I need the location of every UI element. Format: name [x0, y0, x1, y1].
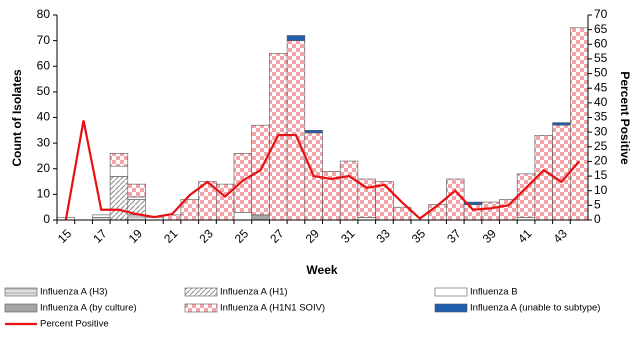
y-tick-label: 50 — [37, 84, 51, 98]
y2-tick-label: 35 — [594, 110, 608, 124]
y-tick-label: 0 — [43, 212, 50, 226]
x-tick-label: 39 — [480, 226, 500, 246]
legend-label: Influenza B — [470, 287, 518, 298]
x-tick-label: 41 — [515, 226, 535, 246]
bar-segment — [499, 199, 518, 221]
y-tick-label: 30 — [37, 135, 51, 149]
legend-swatch — [184, 303, 218, 313]
x-tick-label: 31 — [338, 226, 358, 246]
line — [64, 120, 580, 221]
bar-segment — [463, 201, 483, 205]
bar-segment — [375, 181, 394, 221]
bar-segment — [92, 214, 111, 218]
legend-swatch — [434, 287, 468, 297]
y-tick-label: 80 — [37, 7, 51, 21]
legend-swatch — [4, 303, 38, 313]
bar-segment — [304, 130, 323, 134]
legend-label: Influenza A (H1N1 SOIV) — [220, 303, 325, 314]
x-tick-label: 21 — [161, 226, 181, 246]
y-tick-label: 70 — [37, 33, 51, 47]
x-tick-label: 35 — [409, 226, 429, 246]
y-tick-label: 40 — [37, 110, 51, 124]
bar-segment — [481, 201, 500, 221]
x-tick-label: 33 — [373, 226, 393, 246]
y2-tick-label: 60 — [594, 36, 608, 50]
x-tick-label: 19 — [126, 226, 146, 246]
x-tick-label: 43 — [550, 226, 570, 246]
y2-tick-label: 55 — [594, 51, 608, 65]
legend-label: Percent Positive — [40, 319, 109, 330]
bar-segment — [127, 183, 146, 198]
x-tick-label: 27 — [267, 226, 287, 246]
y2-tick-label: 15 — [594, 168, 608, 182]
bar-segment — [233, 153, 253, 213]
y2-tick-label: 65 — [594, 22, 608, 36]
bar-segment — [339, 160, 359, 221]
y2-tick-label: 30 — [594, 124, 608, 138]
x-tick-label: 15 — [55, 226, 75, 246]
y2-tick-label: 40 — [594, 95, 608, 109]
bar-segment — [286, 35, 306, 41]
x-axis-title: Week — [306, 263, 337, 277]
bar-segment — [251, 214, 270, 221]
bar-segment — [552, 122, 571, 126]
x-tick-label: 17 — [90, 226, 110, 246]
bar-segment — [233, 212, 253, 221]
y2-tick-label: 45 — [594, 80, 608, 94]
legend-label: Influenza A (H1) — [220, 287, 288, 298]
y-axis-title: Count of Isolates — [10, 69, 24, 167]
bar-segment — [286, 40, 306, 221]
x-tick-label: 23 — [196, 226, 216, 246]
y2-tick-label: 0 — [594, 212, 601, 226]
y2-axis-title: Percent Positive — [618, 71, 632, 165]
legend-label: Influenza A (by culture) — [40, 303, 137, 314]
y-tick-label: 10 — [37, 187, 51, 201]
bar-segment — [109, 165, 129, 177]
y2-tick-label: 50 — [594, 66, 608, 80]
y-tick-label: 20 — [37, 161, 51, 175]
bar-segment — [127, 196, 146, 200]
y-tick-label: 60 — [37, 58, 51, 72]
bar-segment — [446, 178, 465, 221]
y2-tick-label: 20 — [594, 154, 608, 168]
legend-swatch — [4, 287, 38, 297]
legend-swatch — [434, 303, 468, 313]
y2-tick-label: 70 — [594, 7, 608, 21]
y2-tick-label: 5 — [594, 198, 601, 212]
x-tick-label: 37 — [444, 226, 464, 246]
legend-swatch — [184, 287, 218, 297]
legend-label: Influenza A (unable to subtype) — [470, 303, 600, 314]
x-tick-label: 25 — [232, 226, 252, 246]
bar-segment — [552, 124, 571, 221]
bar-segment — [109, 153, 129, 167]
y2-tick-label: 25 — [594, 139, 608, 153]
bar-segment — [569, 27, 589, 221]
y2-tick-label: 10 — [594, 183, 608, 197]
x-tick-label: 29 — [303, 226, 323, 246]
bar-segment — [428, 204, 447, 221]
bar-segment — [109, 176, 129, 221]
bar-segment — [463, 204, 483, 221]
legend-label: Influenza A (H3) — [40, 287, 108, 298]
